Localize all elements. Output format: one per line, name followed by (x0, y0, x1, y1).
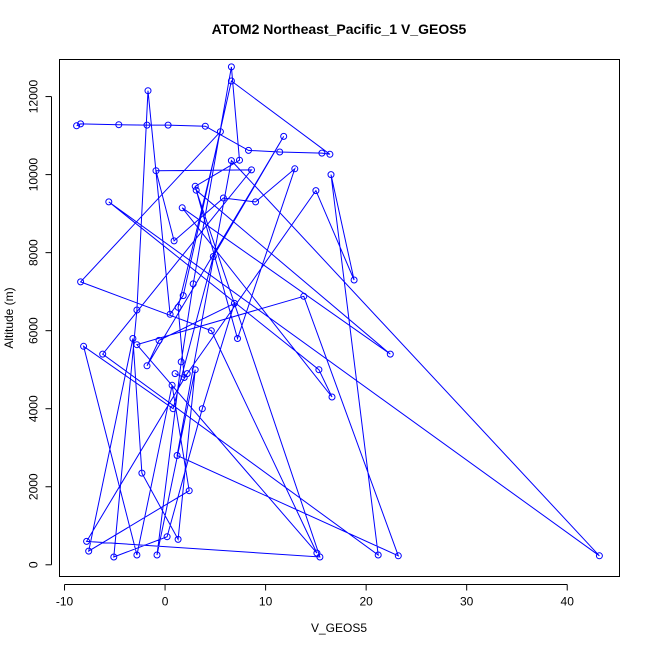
plot-frame (59, 59, 620, 577)
y-tick-label: 8000 (27, 239, 41, 266)
data-point (252, 198, 260, 206)
data-point (85, 547, 93, 555)
data-point (327, 171, 335, 179)
y-axis-label: Altitude (m) (2, 287, 16, 348)
x-tick-label: -10 (56, 595, 74, 609)
data-point (328, 393, 336, 401)
data-point (227, 63, 235, 71)
data-point (179, 292, 187, 300)
data-point (180, 374, 188, 381)
data-point (312, 187, 320, 195)
data-point (168, 381, 176, 389)
series-points (73, 63, 603, 561)
x-axis-label: V_GEOS5 (311, 621, 367, 635)
data-point (170, 237, 178, 245)
data-point (394, 552, 402, 560)
data-point (163, 533, 171, 541)
data-point (144, 87, 152, 95)
data-point (143, 121, 151, 129)
y-axis: 0 2000 4000 6000 8000 10000 12000 (27, 80, 52, 568)
data-point (73, 122, 81, 130)
series-line (76, 66, 600, 558)
data-point (280, 132, 288, 140)
data-point (198, 405, 206, 413)
x-tick-label: 10 (259, 595, 273, 609)
x-tick-label: 20 (359, 595, 373, 609)
data-point (234, 335, 241, 342)
data-point (171, 370, 179, 378)
data-point (201, 122, 209, 130)
data-point (236, 156, 243, 164)
data-point (350, 276, 358, 284)
data-point (164, 121, 172, 129)
series-lines (76, 66, 600, 558)
data-point (276, 148, 284, 156)
data-point (174, 303, 182, 311)
data-point (77, 278, 85, 286)
data-point (386, 350, 394, 358)
data-point (105, 198, 113, 206)
y-tick-label: 2000 (27, 473, 41, 500)
data-point (110, 553, 118, 561)
data-point (227, 157, 235, 165)
data-point (133, 341, 141, 349)
data-point (207, 327, 215, 335)
data-point (166, 310, 174, 318)
data-point (374, 551, 382, 559)
data-point (216, 128, 224, 136)
data-point (227, 77, 235, 85)
data-point (173, 452, 181, 459)
data-point (99, 350, 107, 358)
y-tick-label: 6000 (27, 317, 41, 344)
data-point (152, 167, 160, 175)
data-point (133, 306, 141, 314)
y-tick-label: 10000 (27, 158, 41, 192)
data-point (80, 342, 88, 350)
data-point (189, 280, 197, 288)
data-point (300, 292, 308, 300)
data-point (595, 552, 603, 560)
data-point (138, 469, 146, 477)
x-tick-label: 40 (561, 595, 575, 609)
chart-title: ATOM2 Northeast_Pacific_1 V_GEOS5 (212, 21, 467, 37)
data-point (155, 336, 163, 344)
data-point (326, 150, 334, 158)
data-point (77, 120, 85, 128)
data-point (318, 149, 326, 157)
y-tick-label: 12000 (27, 80, 41, 114)
y-tick-label: 4000 (27, 395, 41, 422)
data-point (191, 366, 199, 374)
data-point (177, 358, 185, 366)
data-point (191, 182, 199, 190)
data-point (143, 362, 151, 370)
data-point (192, 186, 200, 194)
x-axis: -10 0 10 20 30 40 (56, 584, 575, 609)
data-point (230, 299, 238, 307)
data-point (209, 253, 217, 260)
data-point (185, 487, 193, 495)
data-point (174, 535, 182, 543)
data-point (248, 166, 255, 174)
data-point (129, 335, 137, 342)
data-point (83, 537, 91, 545)
x-tick-label: 30 (460, 595, 474, 609)
data-point (315, 366, 323, 374)
data-point (313, 549, 321, 557)
data-point (291, 165, 299, 173)
data-point (169, 405, 177, 413)
data-point (153, 551, 161, 559)
data-point (133, 551, 141, 559)
data-point (115, 121, 123, 129)
data-point (219, 194, 227, 202)
y-tick-label: 0 (27, 561, 41, 568)
data-point (245, 146, 252, 154)
x-tick-label: 0 (162, 595, 169, 609)
data-point (178, 204, 186, 212)
